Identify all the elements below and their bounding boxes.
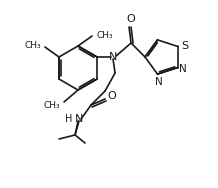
Text: CH₃: CH₃	[43, 102, 60, 111]
Text: N: N	[155, 77, 162, 87]
Text: S: S	[181, 41, 188, 52]
Text: CH₃: CH₃	[96, 30, 113, 39]
Text: H: H	[65, 114, 72, 124]
Text: N: N	[75, 114, 83, 124]
Text: N: N	[109, 52, 117, 62]
Text: O: O	[108, 91, 116, 101]
Text: O: O	[127, 14, 135, 24]
Text: N: N	[179, 64, 186, 74]
Text: CH₃: CH₃	[24, 40, 41, 49]
